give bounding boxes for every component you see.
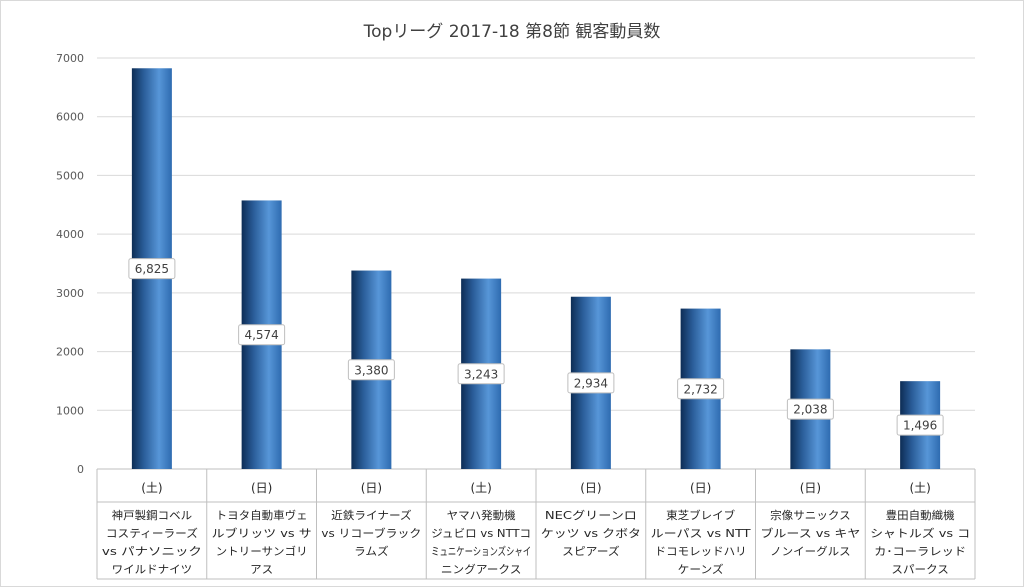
data-label-box xyxy=(677,378,725,400)
category-name-line: ントリーサンゴリ xyxy=(216,544,308,558)
category-day-label: (日) xyxy=(361,481,382,495)
data-label: 6,825 xyxy=(135,262,169,276)
category-name-line: ルーパス vs NTT xyxy=(651,527,751,540)
data-label: 3,380 xyxy=(354,363,388,377)
category-day-label: (日) xyxy=(251,481,272,495)
y-tick-label: 1000 xyxy=(56,404,84,417)
data-label: 1,496 xyxy=(903,419,937,433)
category-name-line: アス xyxy=(250,563,273,576)
category-name-line: ブルース vs キヤ xyxy=(760,526,860,540)
category-name-line: ミュニケーションズシャイ xyxy=(431,544,531,558)
data-label-box xyxy=(238,324,286,346)
gridlines xyxy=(97,57,975,470)
data-label: 3,243 xyxy=(464,367,498,381)
y-tick-label: 6000 xyxy=(56,111,84,124)
data-label-box xyxy=(347,359,395,381)
category-name-line: ルブリッツ vs サ xyxy=(212,526,312,540)
category-name-line: ヤマハ発動機 xyxy=(447,508,516,522)
category-name-line: コスティーラーズ xyxy=(106,526,198,540)
y-axis-ticks: 0 1000 2000 3000 4000 5000 6000 7000 xyxy=(56,52,84,476)
y-tick-label: 2000 xyxy=(56,346,84,359)
category-name-line: ジュビロ vs NTTコ xyxy=(431,527,531,540)
category-name-line: トヨタ自動車ヴェ xyxy=(216,508,308,522)
data-label: 2,732 xyxy=(683,382,717,396)
category-name-line: 宗像サニックス xyxy=(770,508,851,522)
y-tick-label: 7000 xyxy=(56,52,84,65)
data-label-box xyxy=(786,398,834,420)
y-tick-label: 3000 xyxy=(56,287,84,300)
data-label-box xyxy=(128,258,176,280)
category-name-line: スピアーズ xyxy=(562,544,620,558)
category-day-label: (土) xyxy=(909,481,930,495)
y-tick-label: 5000 xyxy=(56,169,84,182)
category-day-label: (日) xyxy=(690,481,711,495)
category-day-label: (日) xyxy=(800,481,821,495)
category-name-line: vs リコーブラック xyxy=(321,526,421,540)
chart-title: Topリーグ 2017-18 第8節 観客動員数 xyxy=(363,22,661,42)
category-name-line: スパークス xyxy=(891,563,949,576)
category-name-line: 東芝ブレイブ xyxy=(666,508,735,522)
data-label: 2,038 xyxy=(793,403,827,417)
category-name-line: NECグリーンロ xyxy=(545,508,637,522)
category-name-line: シャトルズ vs コ xyxy=(870,526,970,540)
category-day-label: (土) xyxy=(470,481,491,495)
data-label-box xyxy=(457,363,505,385)
category-day-label: (土) xyxy=(141,481,162,495)
data-label-box xyxy=(567,372,615,394)
category-name-line: ケッツ vs クボタ xyxy=(541,527,641,540)
y-tick-label: 4000 xyxy=(56,228,84,241)
category-name-line: ニングアークス xyxy=(441,562,522,576)
category-name-line: カ･コーラレッド xyxy=(874,545,966,558)
category-name-line: ケーンズ xyxy=(678,562,724,576)
category-name-line: 神戸製鋼コベル xyxy=(112,508,193,522)
y-tick-label: 0 xyxy=(77,463,84,476)
category-name-line: ラムズ xyxy=(354,544,389,558)
data-label-box xyxy=(896,414,944,436)
category-day-label: (日) xyxy=(580,481,601,495)
category-name-line: ワイルドナイツ xyxy=(112,563,193,576)
data-label: 4,574 xyxy=(244,328,278,342)
category-name-line: ノンイーグルス xyxy=(770,544,851,558)
data-label: 2,934 xyxy=(574,376,608,390)
category-name-line: ドコモレッドハリ xyxy=(655,545,747,558)
data-labels: 6,825 4,574 3,380 3,243 2,934 2,732 2,038 1,496 xyxy=(128,258,944,436)
category-name-line: 豊田自動織機 xyxy=(886,508,955,522)
category-name-line: vs パナソニック xyxy=(102,545,202,558)
category-name-line: 近鉄ライナーズ xyxy=(331,508,412,522)
